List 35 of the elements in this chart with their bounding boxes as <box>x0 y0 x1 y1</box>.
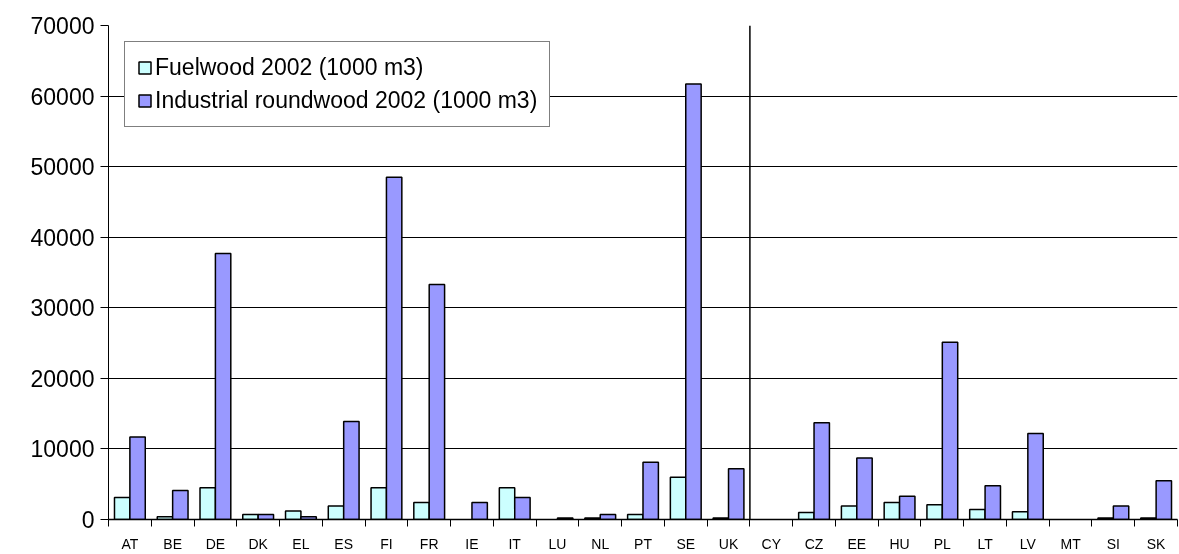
y-tick-label: 10000 <box>30 436 95 463</box>
x-tick-label: AT <box>121 535 139 552</box>
x-tick-label: DK <box>248 535 269 552</box>
y-tick-label: 50000 <box>30 154 95 181</box>
y-tick-label: 40000 <box>30 224 95 251</box>
x-tick-label: CY <box>761 535 782 552</box>
x-tick-label: NL <box>591 535 610 552</box>
legend-label: Industrial roundwood 2002 (1000 m3) <box>155 87 538 114</box>
x-tick-label: DE <box>205 535 226 552</box>
x-tick-label: IT <box>508 535 522 552</box>
x-tick-label: SI <box>1106 535 1120 552</box>
y-tick-label: 30000 <box>30 295 95 322</box>
x-tick-label: LU <box>548 535 567 552</box>
y-tick-label: 70000 <box>30 13 95 39</box>
legend-label: Fuelwood 2002 (1000 m3) <box>155 54 424 81</box>
x-tick-label: BE <box>163 535 182 552</box>
x-tick-label: IE <box>465 535 479 552</box>
y-tick-label: 0 <box>81 507 95 533</box>
x-tick-label: HU <box>889 535 910 552</box>
x-tick-label: SK <box>1146 535 1167 552</box>
x-tick-label: FR <box>419 535 439 552</box>
x-tick-label: PL <box>933 535 952 552</box>
y-tick-label: 60000 <box>30 83 95 110</box>
x-tick-label: LT <box>977 535 994 552</box>
x-tick-label: EE <box>847 535 867 552</box>
x-tick-label: LV <box>1019 535 1037 552</box>
x-tick-label: CZ <box>804 535 824 552</box>
x-tick-label: UK <box>718 535 739 552</box>
x-tick-label: FI <box>380 535 393 552</box>
x-tick-label: SE <box>676 535 696 552</box>
x-tick-label: ES <box>334 535 354 552</box>
x-tick-label: PT <box>634 535 653 552</box>
y-tick-label: 20000 <box>30 365 95 392</box>
x-tick-label: MT <box>1060 535 1082 552</box>
x-tick-label: EL <box>292 535 310 552</box>
